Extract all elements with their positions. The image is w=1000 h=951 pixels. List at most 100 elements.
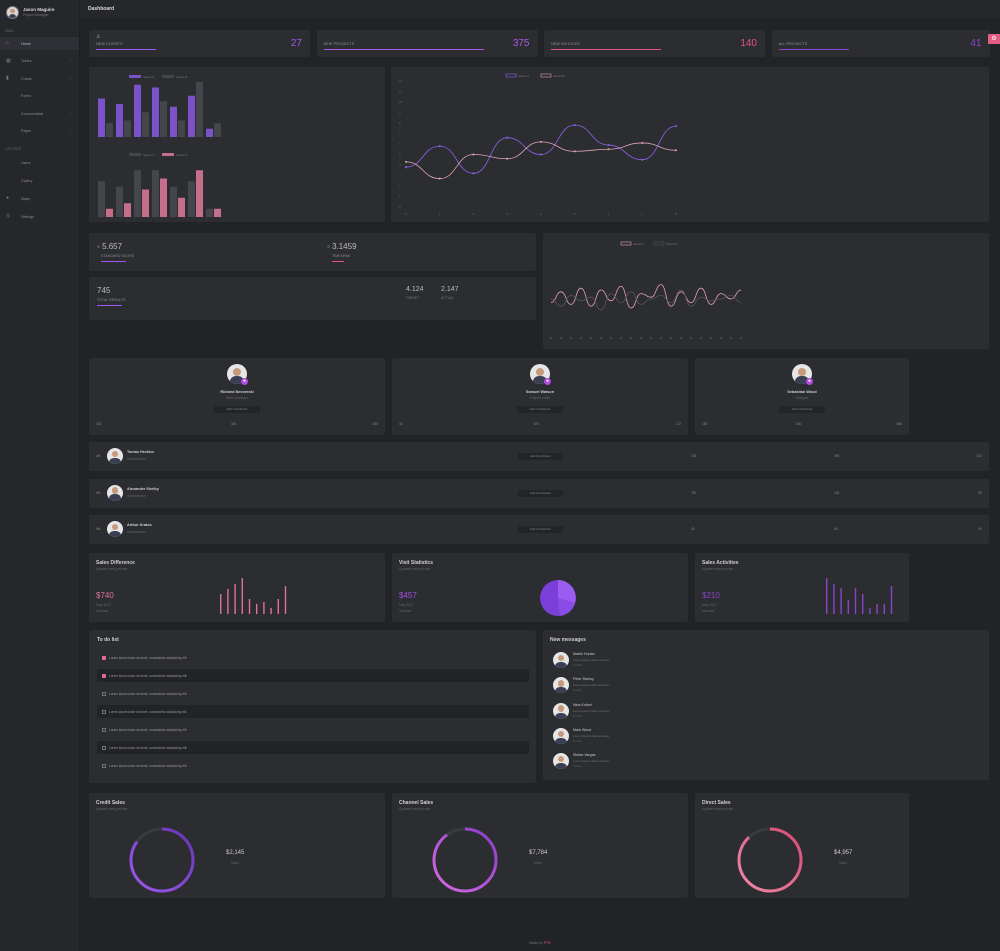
x-tick <box>690 337 692 339</box>
message-item[interactable]: Peter Ramsy Lorem ipsum dolor sit amet 5 m… <box>553 675 753 697</box>
legend-swatch <box>540 73 552 78</box>
chart-icon: ▮ <box>6 75 9 81</box>
stat-value: 140 <box>740 38 757 49</box>
todo-item[interactable]: Lorem ipsum dolor sit amet, consectetur … <box>97 669 529 682</box>
todo-text: Lorem ipsum dolor sit amet, consectetur … <box>109 673 188 678</box>
mini-bar <box>883 604 885 614</box>
kpi-bar <box>332 261 344 263</box>
add-contributor-button[interactable]: Add Contributor <box>518 489 563 497</box>
pie-slice <box>558 598 575 616</box>
todo-item[interactable]: Lorem ipsum dolor sit amet, consectetur … <box>97 687 529 700</box>
message-sender: Mark Wood <box>573 727 592 732</box>
contact-row: 6th Arthur Kratos Administrator Add Contrib… <box>89 515 989 544</box>
sidebar-item-commentable[interactable]: Commentable › <box>0 107 79 120</box>
legend-label: Series B <box>553 74 564 78</box>
data-point <box>607 144 610 147</box>
widget-subtitle: Updated every minute <box>702 567 734 571</box>
add-contributor-button[interactable]: Add Contributor <box>517 406 563 413</box>
x-tick <box>700 337 702 339</box>
x-tick <box>720 337 722 339</box>
avatar[interactable] <box>107 448 123 464</box>
message-preview: Lorem ipsum dolor sit amet <box>573 733 610 738</box>
sidebar-item-home[interactable]: ⌂ Home <box>0 37 79 50</box>
todo-checkbox[interactable] <box>102 763 106 768</box>
data-point <box>506 136 509 139</box>
topbar: Dashboard <box>80 0 1000 20</box>
sidebar-item-tables[interactable]: ▦ Tables › <box>0 55 79 68</box>
sales-ring-card: Channel Sales Updated every minute $7,784 S… <box>392 793 688 898</box>
bar <box>206 128 213 137</box>
sidebar-item-charts[interactable]: ▮ Charts › <box>0 72 79 85</box>
footer: Made by PTR <box>80 936 1000 951</box>
series-line <box>405 141 677 180</box>
add-contributor-button[interactable]: Add Contributor <box>214 406 260 413</box>
sidebar-user[interactable]: Jason Maguire Project Manager <box>6 6 76 22</box>
gallery-icon <box>6 178 11 183</box>
mini-bar <box>890 586 893 614</box>
profile-role: Designer <box>795 396 809 400</box>
data-point <box>540 153 542 156</box>
y-tick-label: 7 <box>399 132 401 136</box>
add-contributor-button[interactable]: Add Contributor <box>779 406 825 413</box>
todo-checkbox[interactable] <box>102 655 106 660</box>
legend-swatch <box>505 73 517 78</box>
message-item[interactable]: Nina Kobrel Lorem ipsum dolor sit amet 5 m… <box>553 701 753 723</box>
message-item[interactable]: Martin Hunter Lorem ipsum dolor sit amet 5… <box>553 650 753 672</box>
series-line <box>550 284 742 309</box>
chevron-right-icon: › <box>69 93 71 98</box>
badge-icon: ✚ <box>241 378 248 385</box>
contact-role: Administrator <box>127 457 146 461</box>
x-tick <box>640 337 642 339</box>
avatar[interactable] <box>107 521 123 537</box>
todo-item[interactable]: Lorem ipsum dolor sit amet, consectetur … <box>97 705 529 718</box>
sidebar-item-label: Tables <box>21 59 32 63</box>
x-tick <box>660 337 662 339</box>
user-avatar[interactable] <box>6 6 19 19</box>
data-point <box>472 153 475 156</box>
message-item[interactable]: Mark Wood Lorem ipsum dolor sit amet 5 min… <box>553 726 753 748</box>
metric-shares: 172 <box>675 422 681 426</box>
widget-card: Sales Difference Updated every minute $740… <box>89 553 385 622</box>
data-point <box>641 141 644 144</box>
todo-checkbox[interactable] <box>102 691 106 696</box>
sidebar-item-gallery[interactable]: Gallery <box>0 174 79 187</box>
todo-checkbox[interactable] <box>102 709 106 714</box>
ring-value: $7,784 <box>529 850 548 856</box>
sidebar-item-users[interactable]: Users <box>0 156 79 169</box>
sales-ring-card: Direct Sales Updated every minute $4,957 Sa… <box>695 793 909 898</box>
y-tick-label: 10 <box>399 100 403 104</box>
widget-date: May 2017 <box>96 603 111 607</box>
x-tick <box>600 337 602 339</box>
x-tick-label: 1 <box>439 212 441 216</box>
todo-item[interactable]: Lorem ipsum dolor sit amet, consectetur … <box>97 741 529 754</box>
add-contributor-button[interactable]: Add Contributor <box>518 453 563 460</box>
mini-bar <box>284 586 287 614</box>
stat-value: 41 <box>970 38 982 49</box>
avatar[interactable] <box>107 484 123 501</box>
sidebar-item-label: Users <box>21 160 31 165</box>
message-item[interactable]: Stefan Vargas Lorem ipsum dolor sit amet 5… <box>553 751 753 773</box>
settings-gear-button[interactable]: ⚙ <box>988 34 1000 44</box>
stat-progress-bar <box>96 48 156 50</box>
kpi-bar <box>101 261 126 263</box>
mini-bar <box>227 589 229 614</box>
sidebar-item-settings[interactable]: ◎ Settings <box>0 210 79 223</box>
bar-charts: Series A Series B Series C Series D <box>98 75 221 217</box>
todo-item[interactable]: Lorem ipsum dolor sit amet, consectetur … <box>97 651 529 664</box>
sidebar-item-forms[interactable]: Forms › <box>0 90 79 103</box>
profile-card: ✚ Sebastian Wood Designer Add Contributor 15… <box>695 358 909 435</box>
metric-comments: 760 <box>691 490 697 495</box>
todo-item[interactable]: Lorem ipsum dolor sit amet, consectetur … <box>97 759 529 772</box>
todo-checkbox[interactable] <box>102 727 106 732</box>
ring-subtitle: Updated every minute <box>96 807 128 811</box>
todo-item[interactable]: Lorem ipsum dolor sit amet, consectetur … <box>97 723 529 736</box>
add-contributor-button[interactable]: Add Contributor <box>518 526 563 533</box>
profile-card: ✚ Richard Nevoreski Web Developer Add Contr… <box>89 358 385 435</box>
sidebar-item-pages[interactable]: Pages › <box>0 125 79 138</box>
todo-checkbox[interactable] <box>102 745 106 750</box>
sidebar-item-maps[interactable]: ● Maps <box>0 192 79 205</box>
footer-brand[interactable]: PTR <box>543 941 551 945</box>
y-tick-label: 6 <box>399 142 401 146</box>
bar <box>124 203 131 217</box>
todo-checkbox[interactable] <box>102 673 106 678</box>
